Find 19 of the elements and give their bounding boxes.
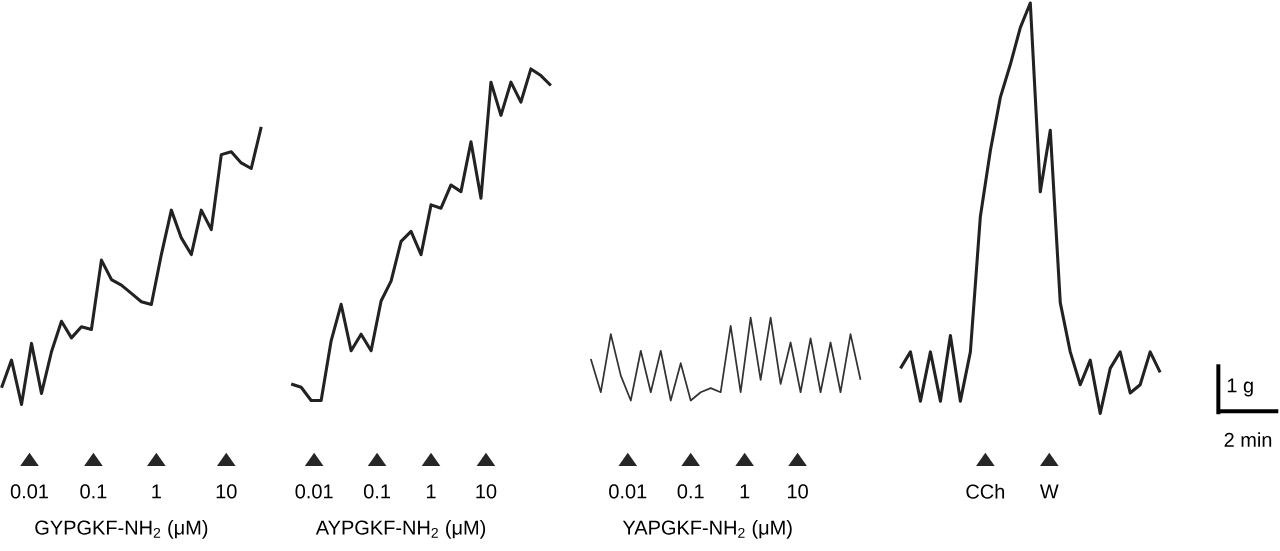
text: W [1039, 484, 1059, 499]
text: 1 [427, 484, 436, 499]
text: 10 [476, 484, 497, 499]
text: 10 [788, 484, 808, 499]
text: 0.01 [295, 484, 333, 499]
text: 0.1 [80, 484, 107, 499]
text: 0.1 [677, 484, 704, 499]
text: 10 [216, 484, 237, 499]
text: 1 [152, 484, 161, 499]
text: 2 min [1224, 432, 1272, 447]
text: 0.1 [363, 484, 390, 499]
text: 0.01 [609, 484, 647, 499]
text: 0.01 [10, 484, 48, 499]
text: YAPGKF-NH$_{2}$ (μM) [622, 519, 792, 539]
text: CCh [966, 483, 1005, 499]
text: 1 g [1227, 378, 1253, 397]
text: GYPGKF-NH$_{2}$ (μM) [35, 519, 208, 539]
text: 1 [740, 484, 750, 499]
text: AYPGKF-NH$_{2}$ (μM) [315, 519, 486, 539]
